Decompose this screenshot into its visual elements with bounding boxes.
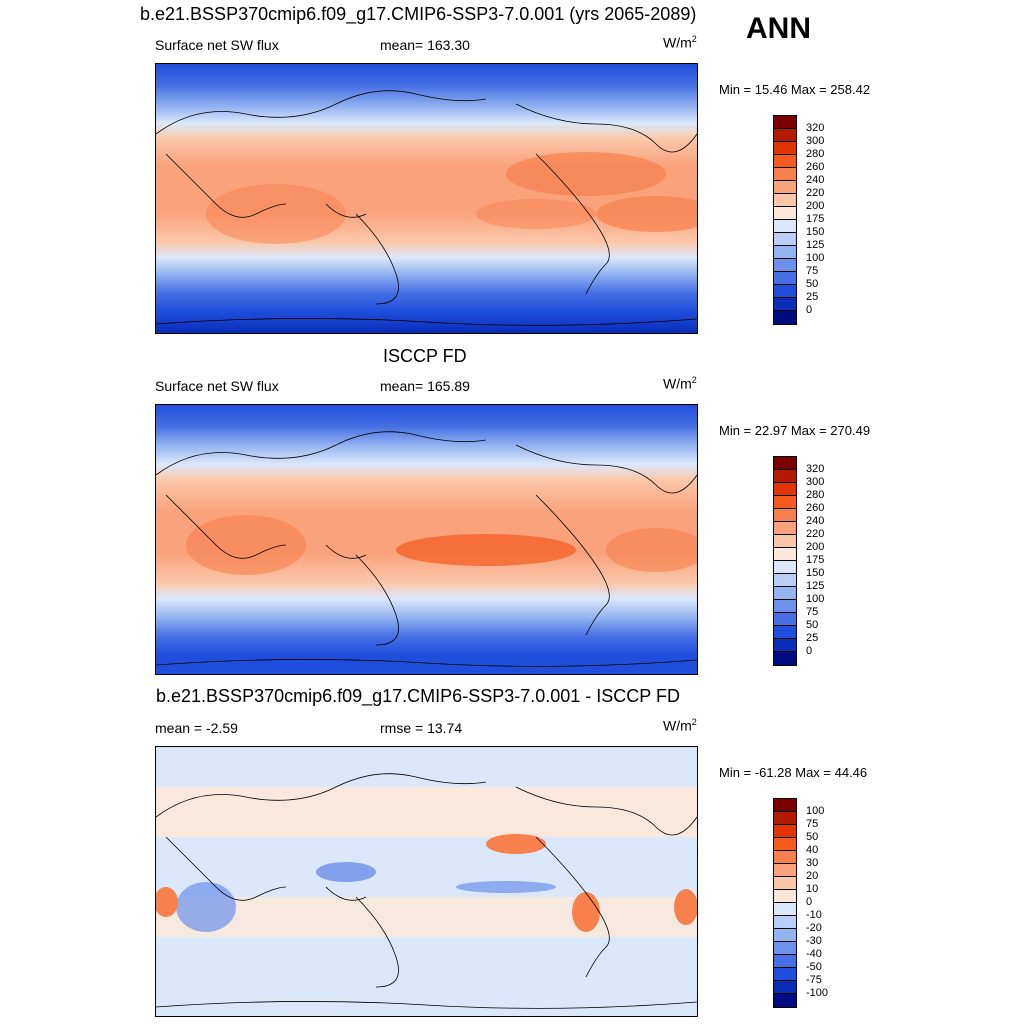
cbar-label: 100 xyxy=(806,593,825,605)
panel3-coastlines xyxy=(156,773,697,1009)
cbar-label: 280 xyxy=(806,489,825,501)
cbar-label: 175 xyxy=(806,554,825,566)
cbar-label: -75 xyxy=(806,974,822,986)
cbar-label: 100 xyxy=(806,805,825,817)
cbar-label: 300 xyxy=(806,476,825,488)
panel2-title: ISCCP FD xyxy=(383,346,467,366)
cbar-label: 220 xyxy=(806,528,825,540)
cbar-label: 20 xyxy=(806,870,819,882)
cbar-label: -10 xyxy=(806,909,822,921)
cbar-label: 10 xyxy=(806,883,819,895)
panel3-rmse-label: rmse = 13.74 xyxy=(380,720,463,736)
cbar-label: 50 xyxy=(806,619,819,631)
cbar-label: 240 xyxy=(806,174,825,186)
panel1-mean-label: mean= 163.30 xyxy=(380,37,470,53)
panel1-variable-label: Surface net SW flux xyxy=(155,37,279,53)
cbar-label: -20 xyxy=(806,922,822,934)
cbar-label: 200 xyxy=(806,541,825,553)
cbar-label: 240 xyxy=(806,515,825,527)
panel3-map xyxy=(155,746,698,1017)
panel2-colorbar xyxy=(773,456,797,666)
panel3-mean-label: mean = -2.59 xyxy=(155,720,238,736)
cbar-label: 125 xyxy=(806,580,825,592)
panel2-minmax: Min = 22.97 Max = 270.49 xyxy=(719,423,871,438)
cbar-label: 0 xyxy=(806,645,813,657)
panel2-coastlines xyxy=(156,431,697,667)
cbar-label: 75 xyxy=(806,606,819,618)
panel2-mean-label: mean= 165.89 xyxy=(380,378,470,394)
cbar-label: 75 xyxy=(806,265,819,277)
cbar-label: 220 xyxy=(806,187,825,199)
cbar-label: -40 xyxy=(806,948,822,960)
cbar-label: 0 xyxy=(806,304,813,316)
cbar-label: 175 xyxy=(806,213,825,225)
panel1-minmax: Min = 15.46 Max = 258.42 xyxy=(719,82,871,97)
panel2-map xyxy=(155,404,698,675)
cbar-label: 150 xyxy=(806,567,825,579)
cbar-label: -50 xyxy=(806,961,822,973)
cbar-label: 50 xyxy=(806,278,819,290)
cbar-label: 260 xyxy=(806,502,825,514)
cbar-label: -100 xyxy=(806,987,829,999)
cbar-label: 200 xyxy=(806,200,825,212)
panel1-title: b.e21.BSSP370cmip6.f09_g17.CMIP6-SSP3-7.… xyxy=(140,4,697,24)
panel2-variable-label: Surface net SW flux xyxy=(155,378,279,394)
panel3-colorbar xyxy=(773,798,797,1008)
season-label: ANN xyxy=(746,12,811,45)
panel1-map xyxy=(155,63,698,334)
panel3-title: b.e21.BSSP370cmip6.f09_g17.CMIP6-SSP3-7.… xyxy=(156,686,680,706)
panel1-coastlines xyxy=(156,90,697,326)
cbar-label: 280 xyxy=(806,148,825,160)
cbar-label: 50 xyxy=(806,831,819,843)
cbar-label: 260 xyxy=(806,161,825,173)
cbar-label: 100 xyxy=(806,252,825,264)
panel1-colorbar xyxy=(773,115,797,325)
cbar-label: 25 xyxy=(806,632,819,644)
panel1-units: W/m2 xyxy=(663,34,697,51)
cbar-label: 25 xyxy=(806,291,819,303)
cbar-label: 320 xyxy=(806,122,825,134)
cbar-label: 30 xyxy=(806,857,819,869)
cbar-label: -30 xyxy=(806,935,822,947)
cbar-label: 150 xyxy=(806,226,825,238)
cbar-label: 75 xyxy=(806,818,819,830)
cbar-label: 300 xyxy=(806,135,825,147)
cbar-label: 320 xyxy=(806,463,825,475)
panel2-units: W/m2 xyxy=(663,375,697,392)
panel3-units: W/m2 xyxy=(663,717,697,734)
cbar-label: 0 xyxy=(806,896,813,908)
panel3-minmax: Min = -61.28 Max = 44.46 xyxy=(719,765,868,780)
cbar-label: 40 xyxy=(806,844,819,856)
cbar-label: 125 xyxy=(806,239,825,251)
